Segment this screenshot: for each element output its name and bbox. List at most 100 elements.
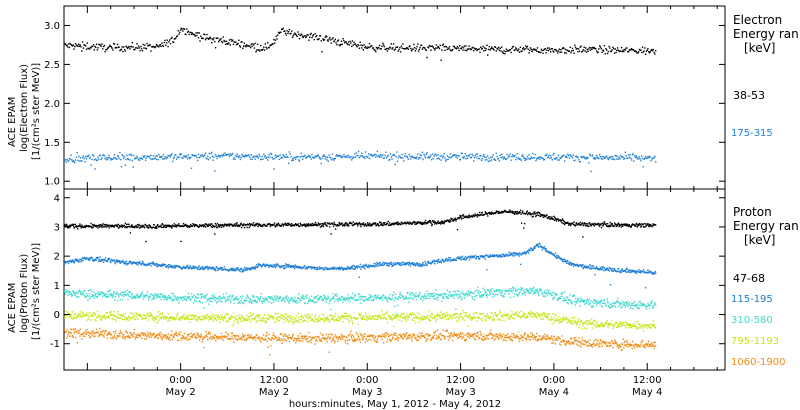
data-point [179,225,182,228]
data-point [434,47,437,49]
data-point [261,155,263,158]
data-point [172,157,175,160]
data-point [376,296,379,299]
data-point [119,49,121,52]
data-point [247,154,249,157]
data-point [68,225,70,227]
data-point [302,156,305,158]
data-point [564,160,566,162]
data-point [581,156,584,159]
data-point [298,33,300,36]
data-point [353,268,355,270]
data-point [647,269,649,271]
data-point [240,41,242,43]
data-point [454,218,456,220]
data-point [124,164,127,166]
data-point [487,215,489,217]
data-point [270,44,273,46]
data-point [519,211,521,214]
data-point [89,46,92,49]
data-point [450,295,452,298]
data-point [116,225,118,227]
data-point [296,300,298,302]
data-point [204,268,206,270]
data-point [196,34,198,37]
data-point [378,156,381,158]
data-point [349,222,351,225]
data-point [486,159,488,161]
data-point [275,156,277,158]
data-point [173,225,175,228]
data-point [108,227,110,229]
data-point [407,262,409,264]
data-point [527,289,529,292]
data-point [273,168,275,170]
data-point [304,154,306,157]
data-point [198,226,200,228]
data-point [605,269,607,271]
data-point [262,263,264,265]
data-point [267,156,270,158]
data-point [647,223,649,225]
data-point [533,247,535,249]
data-point [408,301,410,303]
data-point [277,222,280,225]
data-point [252,43,254,45]
data-point [379,264,382,267]
data-point [386,262,388,264]
data-point [322,38,324,40]
data-point [503,50,505,52]
data-point [100,225,103,227]
data-point [337,298,339,300]
data-point [637,224,639,227]
data-point [110,259,112,261]
data-point [133,296,136,299]
data-point [87,155,89,158]
data-point [323,268,326,271]
data-point [583,223,585,225]
data-point [524,159,526,161]
data-point [263,156,266,158]
data-point [204,224,206,227]
data-point [211,300,213,303]
data-point [609,47,611,49]
data-point [149,157,151,160]
data-point [99,256,101,258]
data-point [446,297,448,299]
data-point [150,265,152,267]
data-point [236,153,238,155]
data-point [426,56,428,59]
data-point [549,48,551,51]
data-point [588,268,591,270]
data-point [345,224,347,226]
data-point [123,224,125,227]
data-point [363,44,365,46]
data-point [146,291,149,293]
data-point [229,300,232,302]
data-point [529,249,531,252]
data-point [222,153,224,155]
data-point [132,262,135,264]
data-point [182,267,184,269]
data-point [550,155,552,157]
data-point [233,223,236,225]
data-point [341,295,343,298]
data-point [366,47,368,49]
data-point [458,217,460,220]
data-point [157,224,159,226]
data-point [210,223,212,225]
data-point [389,293,391,296]
data-point [79,225,82,227]
data-point [341,222,343,224]
data-point [188,297,190,299]
data-point [425,263,428,266]
data-point [479,295,481,297]
data-point [185,33,187,36]
data-point [386,299,388,301]
data-point [108,296,110,298]
data-point [112,294,114,296]
data-point [575,155,578,157]
data-point [79,223,81,225]
data-point [249,158,252,160]
data-point [167,45,169,48]
